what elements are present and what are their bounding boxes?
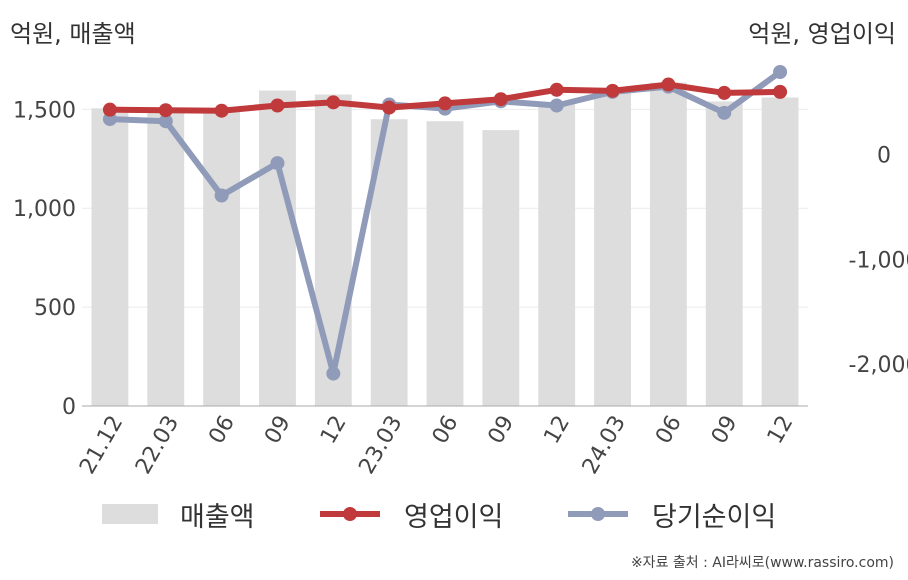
legend-swatch-net-income — [568, 507, 628, 521]
left-axis-unit: 억원, 매출액 — [10, 20, 136, 48]
legend-label-operating-profit: 영업이익 — [404, 501, 504, 533]
bar-revenue — [203, 109, 241, 406]
source-note: ※자료 출처 : AI라씨로(www.rassiro.com) — [630, 555, 894, 571]
point-operating-profit — [326, 95, 341, 110]
point-operating-profit — [717, 85, 732, 100]
x-tick-label: 24.03 — [578, 412, 631, 479]
legend-item-operating-profit: 영업이익 — [318, 494, 503, 534]
y-right-tick-label: -1,000 — [849, 248, 908, 273]
point-operating-profit — [102, 102, 117, 117]
x-tick-label: 06 — [651, 412, 687, 449]
x-tick-label: 09 — [707, 412, 743, 449]
bar-revenue — [314, 94, 352, 406]
bar-revenue — [761, 97, 799, 406]
bar-revenue — [91, 108, 129, 406]
point-operating-profit — [661, 77, 676, 92]
bar-revenue — [538, 102, 576, 407]
point-net-income — [326, 366, 341, 381]
legend-label-net-income: 당기순이익 — [652, 501, 777, 533]
chart: 05001,0001,500-2,000-1,000021.1222.03060… — [13, 64, 908, 479]
legend: 매출액 영업이익 당기순이익 — [0, 494, 908, 534]
legend-label-revenue: 매출액 — [180, 501, 255, 533]
y-left-tick-label: 500 — [34, 296, 76, 321]
y-left-tick-label: 1,000 — [13, 197, 76, 222]
point-operating-profit — [270, 98, 285, 113]
point-net-income — [214, 188, 229, 203]
legend-item-revenue: 매출액 — [102, 494, 255, 534]
point-net-income — [773, 64, 788, 79]
bar-revenue — [482, 130, 520, 406]
bar-revenue — [594, 89, 631, 407]
y-left-tick-label: 1,500 — [13, 98, 76, 123]
point-operating-profit — [438, 96, 452, 111]
point-operating-profit — [214, 103, 229, 118]
y-left-tick-label: 0 — [62, 395, 76, 420]
y-right-tick-label: 0 — [877, 144, 891, 169]
legend-swatch-revenue — [102, 504, 158, 524]
x-tick-label: 06 — [428, 412, 464, 449]
x-tick-label: 06 — [204, 412, 240, 449]
x-tick-label: 12 — [539, 412, 575, 449]
point-operating-profit — [493, 92, 508, 107]
bar-revenue — [259, 90, 296, 407]
point-net-income — [549, 98, 564, 113]
x-tick-label: 23.03 — [354, 412, 407, 479]
bar-revenue — [649, 82, 687, 406]
right-axis-unit: 억원, 영업이익 — [748, 20, 896, 48]
point-net-income — [158, 114, 173, 129]
point-operating-profit — [158, 103, 173, 118]
legend-item-net-income: 당기순이익 — [566, 494, 776, 534]
point-net-income — [270, 156, 285, 171]
bar-revenue — [705, 101, 743, 406]
point-operating-profit — [382, 100, 397, 115]
point-net-income — [717, 105, 732, 120]
bar-revenue — [147, 109, 185, 406]
x-tick-label: 22.03 — [131, 412, 184, 479]
x-tick-label: 09 — [484, 412, 520, 449]
point-operating-profit — [549, 82, 564, 97]
x-tick-label: 09 — [260, 412, 296, 449]
legend-swatch-operating-profit — [320, 507, 380, 521]
x-tick-label: 12 — [763, 412, 799, 449]
x-tick-label: 21.12 — [75, 412, 128, 479]
x-tick-label: 12 — [316, 412, 352, 449]
y-right-tick-label: -2,000 — [849, 353, 908, 378]
point-operating-profit — [773, 84, 788, 99]
bar-revenue — [426, 121, 464, 406]
point-operating-profit — [605, 83, 620, 98]
